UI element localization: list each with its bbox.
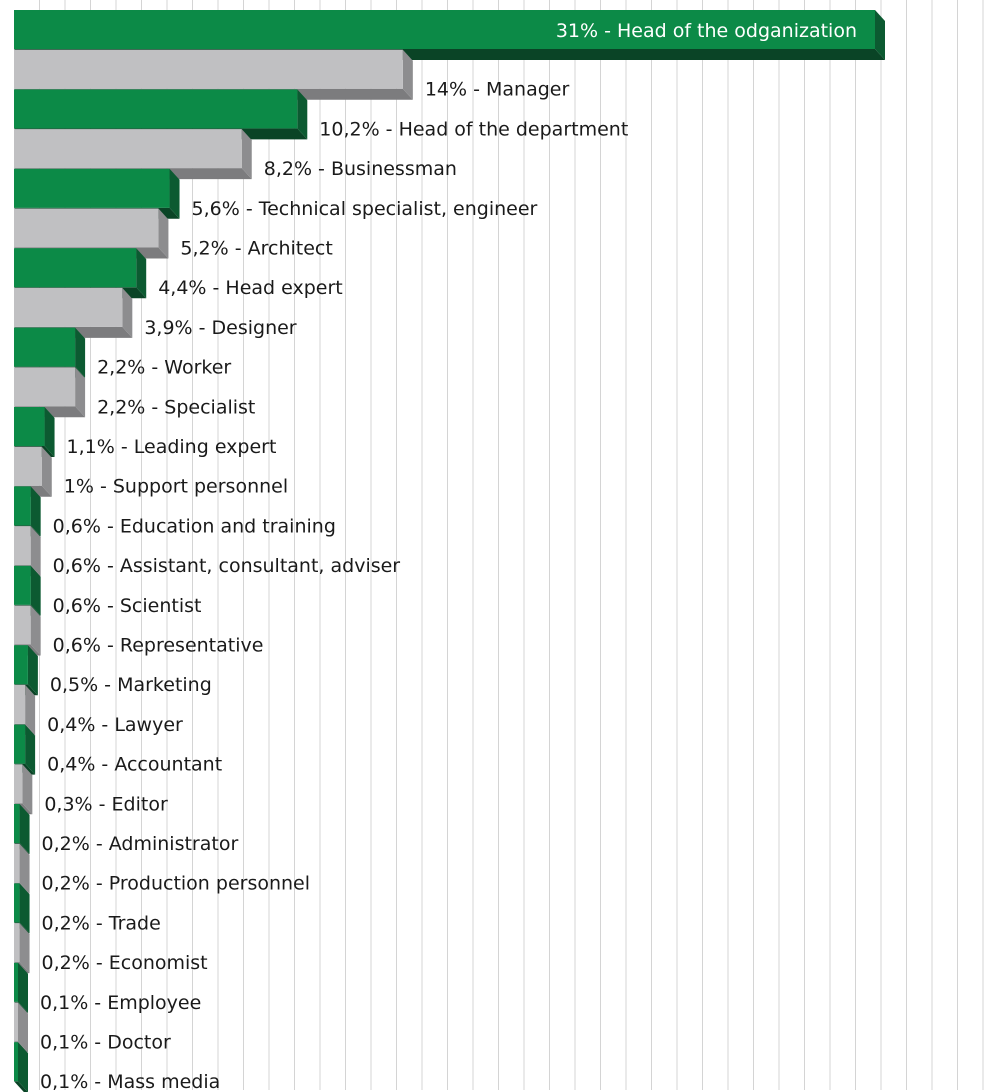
bar-side-face — [25, 684, 36, 735]
bar-side-face — [30, 565, 41, 616]
bar-bottom-face — [14, 1081, 28, 1092]
bar-front-face — [14, 526, 31, 566]
bar-side-face — [19, 804, 30, 854]
bar-label: 0,1% - Mass media — [40, 1071, 220, 1092]
bar-label: 0,1% - Doctor — [40, 1032, 171, 1054]
bar-label: 14% - Manager — [425, 79, 570, 101]
bar-side-face — [18, 962, 28, 1013]
bar-front-face — [14, 168, 170, 208]
bar-front-face — [14, 208, 159, 248]
bar-label: 1,1% - Leading expert — [67, 436, 277, 458]
bar-label: 0,2% - Administrator — [42, 833, 239, 855]
bar-front-face — [14, 843, 20, 883]
bar-front-face — [14, 764, 23, 804]
bar-front-face — [14, 804, 20, 843]
bar-label: 3,9% - Designer — [144, 317, 296, 339]
bar-front-face — [14, 645, 28, 685]
bar-side-face — [136, 248, 147, 299]
bar-front-face — [14, 49, 403, 89]
bar-label: 0,1% - Employee — [40, 992, 201, 1014]
bar-label: 0,2% - Economist — [42, 952, 208, 974]
bar-side-face — [19, 843, 30, 894]
bar-front-face — [14, 248, 137, 288]
bar-side-face — [75, 367, 86, 418]
bar-front-face — [14, 10, 875, 49]
bar-side-face — [30, 486, 41, 537]
bar-label: 0,6% - Scientist — [53, 595, 202, 617]
bar-side-face — [18, 1042, 28, 1092]
bar-side-face — [402, 49, 413, 100]
bar-front-face — [14, 89, 298, 129]
bar — [14, 1042, 28, 1092]
bar-label: 5,2% - Architect — [180, 238, 332, 260]
bar-label: 2,2% - Worker — [97, 357, 231, 379]
bar — [14, 605, 41, 656]
bar-front-face — [14, 724, 26, 764]
bar-side-face — [19, 883, 30, 934]
bar-label: 0,6% - Education and training — [53, 515, 336, 537]
bar-side-face — [27, 645, 38, 696]
bars — [14, 10, 885, 1092]
bar-front-face — [14, 327, 76, 367]
bar-label: 10,2% - Head of the department — [319, 118, 628, 140]
bar-side-face — [30, 526, 41, 577]
bar-side-face — [158, 208, 169, 259]
bar-label: 4,4% - Head expert — [158, 277, 343, 299]
bar-label: 0,4% - Lawyer — [47, 714, 183, 736]
bar-side-face — [41, 446, 52, 497]
bar-side-face — [22, 764, 33, 815]
bar-side-face — [44, 407, 55, 457]
bar-label: 0,2% - Trade — [42, 912, 161, 934]
bar-front-face — [14, 605, 31, 645]
bar-side-face — [241, 129, 252, 180]
bar-side-face — [122, 287, 133, 338]
bar-front-face — [14, 565, 31, 605]
bar-front-face — [14, 1042, 18, 1082]
bar-side-face — [30, 605, 41, 656]
bar-side-face — [18, 1002, 28, 1053]
bar-front-face — [14, 962, 18, 1002]
bar-front-face — [14, 923, 20, 963]
bar-label: 1% - Support personnel — [64, 476, 288, 498]
bar-front-face — [14, 129, 242, 169]
bar-front-face — [14, 1002, 18, 1042]
bar-label: 0,6% - Assistant, consultant, adviser — [53, 555, 401, 577]
bar-front-face — [14, 287, 123, 327]
bar-label: 0,3% - Editor — [44, 793, 168, 815]
bar-label: 0,6% - Representative — [53, 635, 264, 657]
bar-label: 0,2% - Production personnel — [42, 873, 310, 895]
bar-label: 0,5% - Marketing — [50, 674, 212, 696]
bar-label: 31% - Head of the odganization — [556, 20, 857, 42]
bar-label: 5,6% - Technical specialist, engineer — [192, 198, 538, 220]
bar-label: 8,2% - Businessman — [264, 158, 457, 180]
bar-side-face — [75, 327, 86, 378]
bar-front-face — [14, 446, 42, 486]
bar-front-face — [14, 367, 76, 407]
bar-side-face — [875, 10, 885, 60]
bar-side-face — [19, 923, 30, 974]
bar-side-face — [25, 724, 36, 775]
bar-side-face — [169, 168, 180, 219]
bar-side-face — [297, 89, 308, 140]
bar-front-face — [14, 883, 20, 923]
bar-label: 2,2% - Specialist — [97, 396, 255, 418]
bar-front-face — [14, 407, 45, 446]
bar-front-face — [14, 684, 26, 724]
bar-front-face — [14, 486, 31, 526]
bar-labels: 31% - Head of the odganization 14% - Mana… — [40, 20, 857, 1092]
bar-label: 0,4% - Accountant — [47, 754, 222, 776]
